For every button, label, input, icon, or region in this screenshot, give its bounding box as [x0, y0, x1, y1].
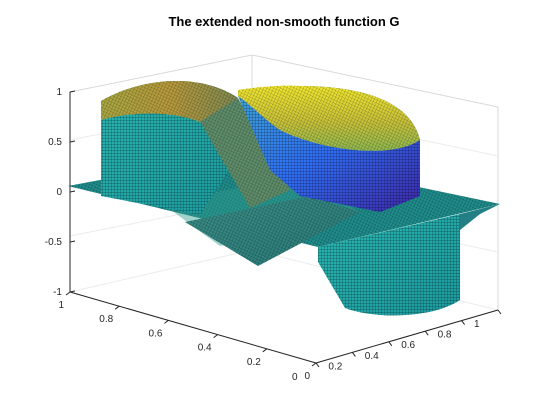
z-tick-label: -0.5	[45, 237, 63, 248]
x-tick-label: 0.2	[328, 361, 342, 372]
x-tick-mark	[497, 309, 502, 315]
x-tick-label: 1	[474, 319, 480, 330]
y-tick-mark	[311, 362, 317, 367]
y-tick-mark	[213, 334, 218, 339]
z-tick-label: 0.5	[48, 137, 62, 148]
surface-lower-trough	[318, 204, 500, 316]
y-tick-label: 0.2	[247, 357, 261, 368]
y-tick-label: 0.4	[198, 343, 212, 354]
y-tick-label: 1	[58, 300, 64, 311]
surface-upper-dome	[238, 85, 420, 212]
x-tick-mark	[388, 341, 393, 347]
y-axis-ticks: 0 0.2 0.4 0.6 0.8 1	[58, 291, 317, 382]
x-tick-label: 0.6	[401, 340, 415, 351]
surface-left-bump	[101, 80, 290, 215]
z-tick-mark	[69, 90, 76, 93]
x-tick-mark	[351, 352, 356, 357]
z-tick-mark	[69, 240, 76, 243]
z-axis-ticks: -1 -0.5 0 0.5 1	[45, 87, 76, 298]
x-axis-line	[315, 309, 499, 364]
y-tick-mark	[114, 305, 120, 310]
z-tick-mark	[69, 290, 76, 293]
y-tick-mark	[65, 291, 71, 296]
z-tick-label: 0	[56, 187, 62, 198]
x-tick-label: 0	[292, 372, 298, 383]
y-tick-mark	[262, 348, 268, 353]
y-tick-label: 0.8	[99, 314, 113, 325]
x-tick-mark	[424, 330, 429, 336]
y-axis-line	[69, 291, 317, 364]
x-axis-ticks: 0 0.2 0.4 0.6 0.8 1	[292, 309, 502, 383]
x-tick-mark	[461, 320, 466, 325]
x-tick-mark	[315, 362, 320, 368]
z-tick-label: 1	[56, 87, 62, 98]
y-tick-label: 0.6	[148, 328, 162, 339]
z-tick-label: -1	[53, 287, 62, 298]
y-tick-label: 0	[304, 371, 310, 382]
z-tick-mark	[69, 190, 76, 193]
chart-title: The extended non-smooth function G	[168, 14, 399, 29]
z-tick-mark	[69, 140, 76, 143]
y-tick-mark	[164, 319, 169, 324]
surface-ramp	[185, 196, 360, 266]
x-tick-label: 0.4	[365, 351, 379, 362]
x-tick-label: 0.8	[438, 330, 452, 341]
